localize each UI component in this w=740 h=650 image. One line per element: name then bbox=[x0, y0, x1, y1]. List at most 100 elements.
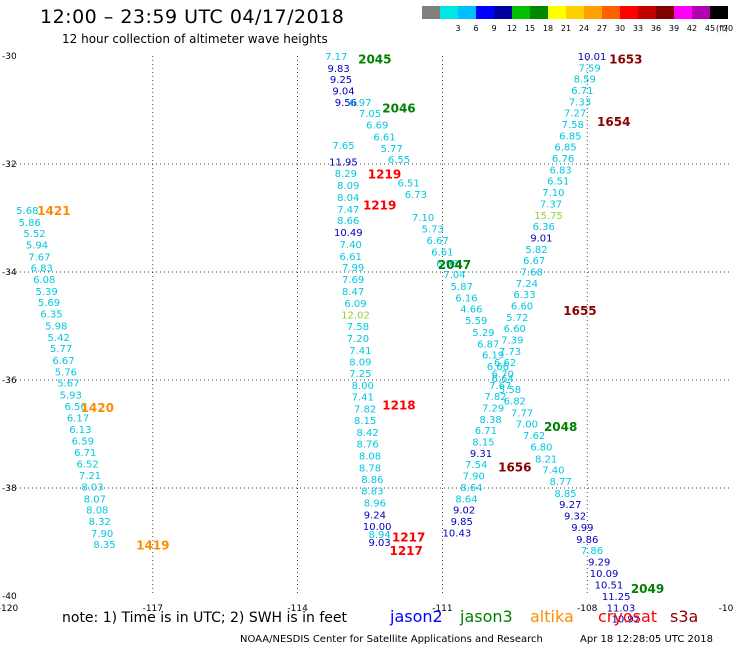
wave-height-value: 10.49 bbox=[334, 228, 363, 239]
legend-tick-label: 15 bbox=[524, 24, 536, 33]
legend-swatch bbox=[548, 6, 566, 19]
legend-swatch bbox=[710, 6, 728, 19]
legend-swatch bbox=[476, 6, 494, 19]
wave-height-value: 7.00 bbox=[516, 420, 538, 431]
wave-height-value: 6.55 bbox=[388, 155, 410, 166]
pass-number-label: 2048 bbox=[544, 420, 577, 434]
wave-height-value: 7.82 bbox=[354, 405, 376, 416]
wave-height-value: 9.25 bbox=[330, 75, 352, 86]
wave-height-value: 9.24 bbox=[364, 510, 386, 521]
x-tick-label: -117 bbox=[143, 604, 163, 614]
wave-height-value: 7.41 bbox=[352, 393, 374, 404]
wave-height-value: 6.61 bbox=[340, 252, 362, 263]
pass-number-label: 1656 bbox=[498, 460, 531, 474]
wave-height-value: 10.09 bbox=[590, 569, 619, 580]
wave-height-value: 7.17 bbox=[325, 52, 347, 63]
wave-height-value: 8.66 bbox=[337, 216, 359, 227]
wave-height-value: 7.90 bbox=[91, 529, 113, 540]
y-tick-label: -38 bbox=[2, 484, 17, 494]
wave-height-value: 9.99 bbox=[571, 523, 593, 534]
y-tick-label: -30 bbox=[2, 52, 17, 62]
pass-number-label: 2045 bbox=[358, 53, 391, 67]
pass-number-label: 1421 bbox=[37, 204, 70, 218]
legend-swatch bbox=[584, 6, 602, 19]
legend-swatch bbox=[512, 6, 530, 19]
wave-height-value: 6.33 bbox=[513, 290, 535, 301]
legend-swatch bbox=[566, 6, 584, 19]
wave-height-value: 11.95 bbox=[329, 157, 358, 168]
wave-height-value: 7.90 bbox=[463, 472, 485, 483]
pass-number-label: 1654 bbox=[597, 115, 630, 129]
wave-height-value: 8.32 bbox=[89, 517, 111, 528]
wave-height-value: 6.85 bbox=[559, 131, 581, 142]
legend-tick-label: 36 bbox=[650, 24, 662, 33]
track-altika-1419-1421: 5.685.865.525.947.676.836.085.395.696.35… bbox=[16, 206, 115, 551]
wave-height-value: 7.77 bbox=[511, 408, 533, 419]
wave-height-value: 5.94 bbox=[26, 240, 48, 251]
wave-height-value: 8.64 bbox=[460, 483, 482, 494]
legend-swatch bbox=[530, 6, 548, 19]
wave-height-value: 7.58 bbox=[347, 322, 369, 333]
wave-height-value: 6.19 bbox=[482, 351, 504, 362]
legend-tick-label: 39 bbox=[668, 24, 680, 33]
legend-swatch bbox=[656, 6, 674, 19]
wave-height-value: 7.67 bbox=[489, 381, 511, 392]
wave-height-value: 9.02 bbox=[453, 506, 475, 517]
wave-height-value: 7.37 bbox=[540, 199, 562, 210]
track-jason3-2045-2049: 9.259.049.566.977.056.696.615.776.556.51… bbox=[330, 75, 640, 625]
x-tick-label: -108 bbox=[577, 604, 598, 614]
legend-tick-label: 24 bbox=[578, 24, 590, 33]
wave-height-value: 9.29 bbox=[588, 557, 610, 568]
wave-height-value: 8.21 bbox=[535, 454, 557, 465]
wave-height-value: 7.04 bbox=[443, 270, 465, 281]
legend-swatch bbox=[440, 6, 458, 19]
pass-number-label: 2046 bbox=[382, 101, 415, 115]
wave-height-value: 7.41 bbox=[349, 346, 371, 357]
wave-height-value: 8.42 bbox=[356, 428, 378, 439]
wave-height-value: 7.40 bbox=[340, 240, 362, 251]
wave-height-value: 8.03 bbox=[81, 482, 103, 493]
wave-height-value: 10.43 bbox=[443, 528, 472, 539]
pass-number-label: 1419 bbox=[136, 539, 169, 553]
wave-height-value: 5.39 bbox=[35, 287, 57, 298]
wave-height-value: 7.29 bbox=[482, 404, 504, 415]
legend-swatch bbox=[494, 6, 512, 19]
wave-height-value: 7.24 bbox=[516, 279, 538, 290]
wave-height-value: 6.61 bbox=[373, 132, 395, 143]
wave-height-value: 6.66 bbox=[487, 362, 509, 373]
wave-height-value: 8.04 bbox=[337, 193, 359, 204]
wave-height-value: 6.56 bbox=[64, 402, 86, 413]
wave-height-value: 5.52 bbox=[23, 229, 45, 240]
wave-height-value: 9.31 bbox=[470, 449, 492, 460]
wave-height-value: 8.08 bbox=[359, 452, 381, 463]
wave-height-value: 7.05 bbox=[359, 109, 381, 120]
satellite-key-cryosat: cryosat bbox=[598, 607, 658, 626]
satellite-key-jason2: jason2 bbox=[390, 607, 443, 626]
wave-height-value: 11.03 bbox=[607, 603, 636, 614]
wave-height-value: 6.87 bbox=[477, 339, 499, 350]
legend-tick-label: 12 bbox=[506, 24, 518, 33]
wave-height-value: 6.67 bbox=[523, 256, 545, 267]
wave-height-value: 8.85 bbox=[554, 489, 576, 500]
wave-height-value: 5.86 bbox=[19, 218, 41, 229]
wave-height-value: 7.69 bbox=[342, 275, 364, 286]
y-tick-label: -36 bbox=[2, 376, 17, 386]
wave-height-value: 6.97 bbox=[349, 98, 371, 109]
wave-height-value: 6.60 bbox=[511, 301, 533, 312]
wave-height-value: 6.52 bbox=[77, 460, 99, 471]
legend-tick-label: 18 bbox=[542, 24, 554, 33]
wave-height-value: 6.13 bbox=[69, 425, 91, 436]
wave-height-value: 5.29 bbox=[472, 328, 494, 339]
wave-height-value: 5.67 bbox=[57, 379, 79, 390]
wave-height-value: 10.00 bbox=[363, 522, 392, 533]
legend-tick-label: 9 bbox=[491, 24, 497, 33]
wave-height-value: 8.96 bbox=[364, 499, 386, 510]
wave-height-value: 6.71 bbox=[571, 86, 593, 97]
wave-height-value: 7.59 bbox=[578, 63, 600, 74]
footer-credit: NOAA/NESDIS Center for Satellite Applica… bbox=[240, 634, 543, 645]
wave-height-value: 8.15 bbox=[354, 416, 376, 427]
wave-height-value: 5.69 bbox=[38, 298, 60, 309]
wave-height-value: 6.59 bbox=[72, 436, 94, 447]
wave-height-value: 7.21 bbox=[79, 471, 101, 482]
